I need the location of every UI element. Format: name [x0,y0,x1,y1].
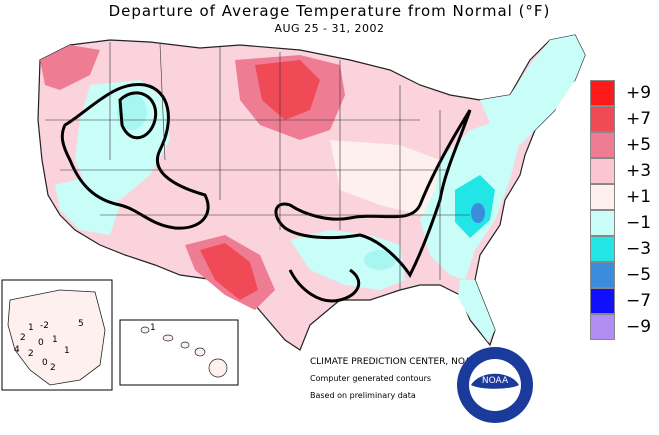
legend-label: +7 [626,109,652,129]
zero-contour-east [274,109,472,278]
near-normal-midwest [330,140,450,215]
legend-row: −9 [590,314,655,340]
alaska-label: 5 [78,319,84,329]
legend-row: −3 [590,236,655,262]
legend-row: +7 [590,106,655,132]
legend-row: +5 [590,132,655,158]
cold-spot-carolinas [471,203,485,223]
alaska-label: -2 [40,321,49,331]
alaska-label: 2 [50,363,56,373]
legend-row: +3 [590,158,655,184]
state-boundaries [45,42,470,290]
legend-swatch [590,288,615,314]
legend-label: +5 [626,135,652,155]
legend-swatch [590,80,615,106]
zero-contour-gulf [288,268,361,303]
legend-swatch [590,158,615,184]
warm-core-texas [200,243,258,300]
cool-anomaly-southwest [55,175,120,235]
alaska-label: 1 [28,323,34,333]
legend-row: −7 [590,288,655,314]
legend-swatch [590,262,615,288]
alaska-label: 4 [14,345,20,355]
alaska-label: 1 [64,346,70,356]
warm-core-northern-plains [255,60,320,120]
alaska-label: 1 [52,335,58,345]
legend-swatch [590,106,615,132]
legend-label: +3 [626,161,652,181]
legend-label: −7 [626,291,652,311]
legend-row: −1 [590,210,655,236]
hawaii-label: 1 [150,323,156,333]
legend-row: +1 [590,184,655,210]
cool-spot-idaho [117,94,147,130]
alaska-shape [7,289,106,386]
map-title: Departure of Average Temperature from No… [108,2,551,20]
warm-anomaly-california [40,45,100,90]
hawaii-islands [140,326,228,378]
alaska-label: 0 [38,338,44,348]
legend-label: −3 [626,239,652,259]
zero-contour-west [60,83,210,230]
cool-anomaly-florida [458,280,495,342]
noaa-logo-text: NOAA [482,376,509,386]
legend-swatch [590,184,615,210]
legend-row: +9 [590,80,655,106]
note-line-1: Computer generated contours [310,374,432,383]
note-line-2: Based on preliminary data [310,391,416,400]
legend-row: −5 [590,262,655,288]
alaska-label: 2 [28,349,34,359]
legend-label: +9 [626,83,652,103]
legend-label: +1 [626,187,652,207]
cool-anomaly-northeast [480,35,585,145]
legend-label: −9 [626,317,652,337]
legend-label: −5 [626,265,652,285]
legend-swatch [590,210,615,236]
legend-swatch [590,236,615,262]
cool-anomaly-gulf [290,230,405,290]
alaska-label: 0 [42,358,48,368]
alaska-label: 2 [20,333,26,343]
date-range: AUG 25 - 31, 2002 [274,22,385,35]
noaa-logo: NOAA [457,347,533,423]
legend: +9 +7 +5 +3 +1 −1 −3 −5 −7 −9 [590,80,655,340]
cool-spot-louisiana [364,250,396,270]
credit-line: CLIMATE PREDICTION CENTER, NOAA [310,357,478,367]
alaska-contour-labels: 1 -2 5 2 0 1 4 2 0 2 1 [14,319,84,373]
legend-swatch [590,132,615,158]
legend-label: −1 [626,213,652,233]
legend-swatch [590,314,615,340]
